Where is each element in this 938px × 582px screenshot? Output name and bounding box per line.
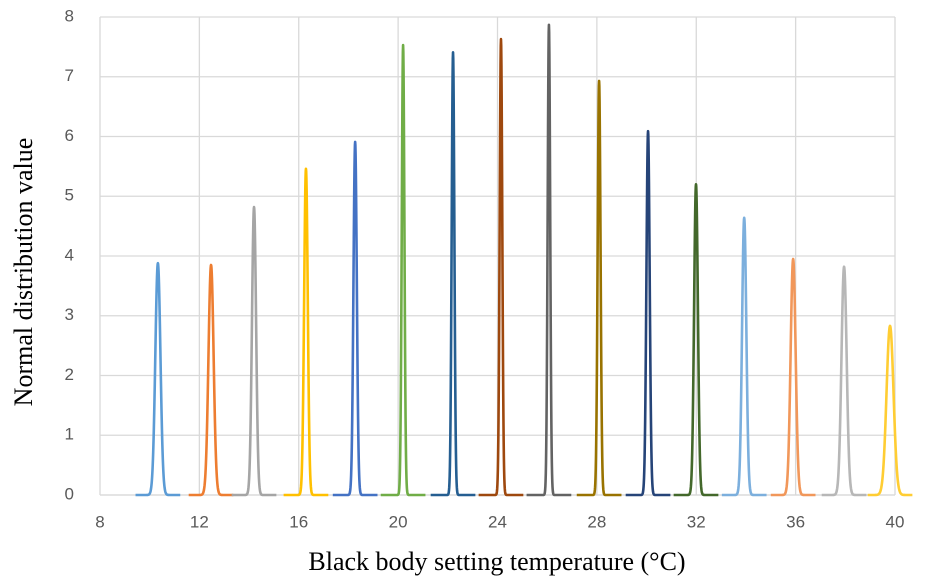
density-curve [331,140,379,497]
x-tick-label: 28 [587,512,606,531]
density-curve [720,216,768,497]
density-curve [866,324,914,497]
x-tick-label: 8 [95,512,104,531]
density-curve [820,265,868,497]
y-tick-label: 4 [65,245,74,264]
density-curve [672,183,720,497]
x-tick-label: 36 [786,512,805,531]
y-tick-label: 3 [65,305,74,324]
density-curve [230,205,278,497]
y-tick-label: 1 [65,425,74,444]
density-curve [379,43,427,497]
density-curve [525,23,573,497]
x-axis-title: Black body setting temperature (°C) [308,547,685,576]
density-curve [575,79,623,497]
x-tick-label: 20 [389,512,408,531]
y-tick-label: 6 [65,126,74,145]
y-tick-label: 8 [65,6,74,25]
density-curve [134,261,182,497]
x-tick-label: 16 [289,512,308,531]
density-curve [187,263,235,497]
x-tick-label: 40 [886,512,905,531]
y-tick-label: 0 [65,484,74,503]
density-curve [624,129,672,497]
y-tick-label: 7 [65,66,74,85]
density-curve [282,167,330,497]
x-tick-label: 32 [687,512,706,531]
density-curve [477,37,525,497]
y-tick-label: 2 [65,365,74,384]
density-curve [769,257,817,497]
y-tick-label: 5 [65,186,74,205]
density-curve [429,50,477,497]
x-tick-label: 24 [488,512,507,531]
y-axis-title: Normal distribution value [9,138,38,407]
x-tick-label: 12 [190,512,209,531]
